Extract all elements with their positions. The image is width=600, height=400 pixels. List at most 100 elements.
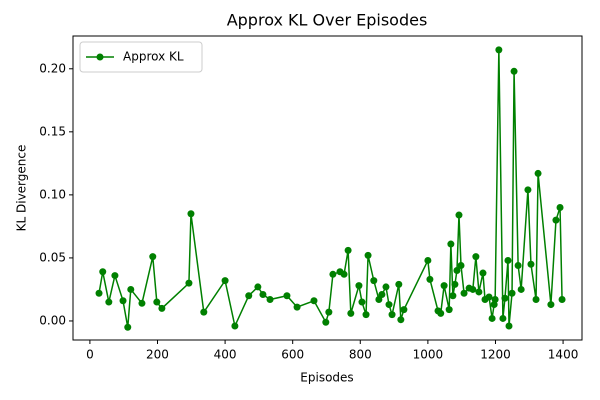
data-point <box>479 269 487 277</box>
data-point <box>517 285 525 293</box>
data-point <box>382 283 390 291</box>
data-point <box>437 309 445 317</box>
data-point <box>491 296 499 304</box>
data-point <box>266 296 274 304</box>
y-tick-label: 0.10 <box>39 187 66 201</box>
data-point <box>95 289 103 297</box>
data-point <box>124 323 132 331</box>
data-point <box>187 210 195 218</box>
y-tick-label: 0.00 <box>39 313 66 327</box>
data-point <box>469 285 477 293</box>
data-point <box>362 311 370 319</box>
data-point <box>445 306 453 314</box>
x-tick-label: 400 <box>214 348 237 362</box>
x-tick-label: 1400 <box>548 348 579 362</box>
x-axis-label: Episodes <box>300 371 353 385</box>
data-point <box>397 316 405 324</box>
data-point <box>378 290 386 298</box>
data-point <box>370 277 378 285</box>
x-tick-label: 200 <box>146 348 169 362</box>
x-tick-label: 1200 <box>480 348 511 362</box>
data-point <box>221 277 229 285</box>
data-point <box>358 298 366 306</box>
data-point <box>440 282 448 290</box>
data-point <box>552 216 560 224</box>
data-point <box>558 296 566 304</box>
data-point <box>451 280 459 288</box>
y-tick-label: 0.05 <box>39 250 66 264</box>
data-point <box>447 240 455 248</box>
data-point <box>495 46 503 54</box>
data-point <box>254 283 262 291</box>
data-point <box>395 280 403 288</box>
data-point <box>455 211 463 219</box>
legend-box <box>79 41 203 73</box>
data-point <box>325 308 333 316</box>
data-point <box>488 314 496 322</box>
data-point <box>322 318 330 326</box>
data-point <box>364 251 372 259</box>
legend-marker <box>96 53 104 61</box>
data-point <box>153 298 161 306</box>
data-point <box>527 260 535 268</box>
data-point <box>485 293 493 301</box>
data-point <box>400 306 408 314</box>
data-point <box>231 322 239 330</box>
data-point <box>388 311 396 319</box>
data-point <box>158 304 166 312</box>
data-point <box>499 314 507 322</box>
data-point <box>99 268 107 276</box>
data-point <box>259 290 267 298</box>
y-tick-label: 0.20 <box>39 61 66 75</box>
y-axis-label: KL Divergence <box>15 145 29 232</box>
data-point <box>105 298 113 306</box>
x-tick-label: 0 <box>86 348 94 362</box>
data-point <box>424 256 432 264</box>
data-point <box>119 297 127 305</box>
data-point <box>149 253 157 261</box>
data-point <box>460 289 468 297</box>
data-line <box>98 49 563 329</box>
x-tick-label: 800 <box>349 348 372 362</box>
data-point <box>344 246 352 254</box>
data-point <box>524 186 532 194</box>
plot-frame <box>72 35 583 341</box>
x-tick-label: 1000 <box>413 348 444 362</box>
data-point <box>514 261 522 269</box>
data-point <box>532 296 540 304</box>
data-point <box>375 296 383 304</box>
chart-title: Approx KL Over Episodes <box>227 11 428 30</box>
data-point <box>475 288 483 296</box>
data-point <box>534 169 542 177</box>
x-tick-label: 600 <box>281 348 304 362</box>
data-point <box>138 299 146 307</box>
data-point <box>111 272 119 280</box>
data-point <box>472 253 480 261</box>
data-point <box>457 261 465 269</box>
data-point <box>426 275 434 283</box>
data-point <box>556 203 564 211</box>
data-point <box>501 294 509 302</box>
y-tick-label: 0.15 <box>39 124 66 138</box>
data-point <box>505 322 513 330</box>
data-point <box>127 285 135 293</box>
data-point <box>310 297 318 305</box>
data-point <box>347 309 355 317</box>
data-point <box>385 301 393 309</box>
data-point <box>547 301 555 309</box>
data-point <box>453 267 461 275</box>
data-point <box>510 67 518 75</box>
data-point <box>355 282 363 290</box>
data-point <box>293 303 301 311</box>
data-point <box>329 270 337 278</box>
data-point <box>283 292 291 300</box>
data-point <box>508 289 516 297</box>
legend-label: Approx KL <box>123 50 184 64</box>
data-point <box>449 292 457 300</box>
data-point <box>504 256 512 264</box>
data-point <box>185 279 193 287</box>
data-point <box>200 308 208 316</box>
data-point <box>245 292 253 300</box>
